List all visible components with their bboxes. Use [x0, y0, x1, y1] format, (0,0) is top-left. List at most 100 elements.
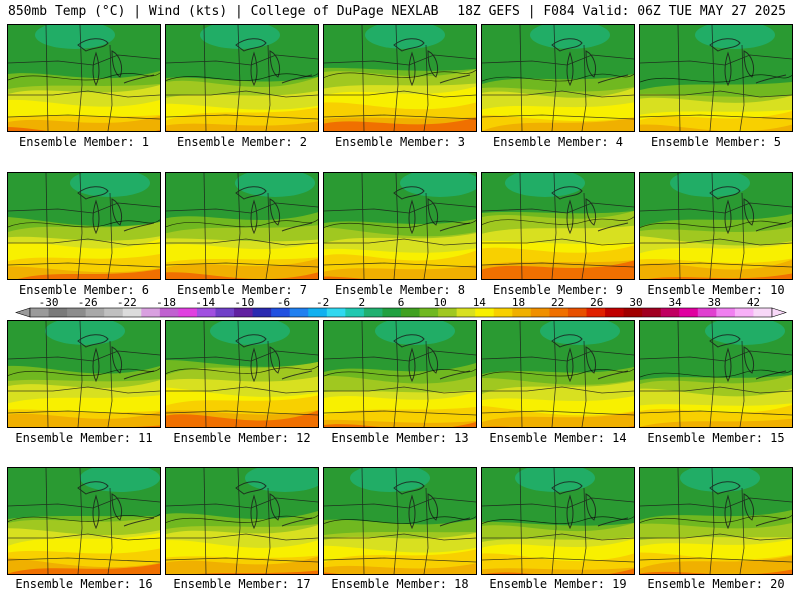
colorbar-swatch	[178, 308, 198, 317]
colorbar-swatch	[419, 308, 439, 317]
colorbar-swatch	[642, 308, 662, 317]
ensemble-member-label: Ensemble Member: 19	[489, 577, 627, 591]
colorbar-svg: -30 -26 -22 -18 -14 -10 -6 -2 2 6 10 14 18 22 26 30 34 38…	[15, 296, 787, 318]
colorbar-tick-label: 10	[434, 296, 447, 309]
ensemble-member-label: Ensemble Member: 5	[650, 135, 782, 149]
ensemble-member-map	[7, 172, 161, 280]
ensemble-member-map	[323, 320, 477, 428]
temperature-colorbar: -30 -26 -22 -18 -14 -10 -6 -2 2 6 10 14 18 22 26 30 34 38…	[14, 296, 788, 322]
ensemble-member-label: Ensemble Member: 16	[15, 577, 153, 591]
valid-time: 18Z GEFS | F084 Valid: 06Z TUE MAY 27 20…	[457, 4, 786, 19]
colorbar-swatch	[85, 308, 105, 317]
colorbar-swatch	[345, 308, 365, 317]
colorbar-tick-label: 22	[551, 296, 564, 309]
colorbar-swatch	[660, 308, 680, 317]
ensemble-member-label: Ensemble Member: 1	[18, 135, 150, 149]
ensemble-member-label: Ensemble Member: 10	[647, 283, 785, 297]
ensemble-member-map	[323, 467, 477, 575]
colorbar-swatch	[623, 308, 643, 317]
ensemble-member-map	[7, 24, 161, 132]
colorbar-tick-label: 34	[669, 296, 683, 309]
colorbar-swatch	[141, 308, 161, 317]
colorbar-swatch	[271, 308, 291, 317]
colorbar-swatch	[753, 308, 773, 317]
ensemble-member-label: Ensemble Member: 17	[173, 577, 311, 591]
colorbar-swatch	[438, 308, 458, 317]
ensemble-member-map	[165, 320, 319, 428]
ensemble-member-map	[7, 320, 161, 428]
ensemble-member-map	[639, 320, 793, 428]
ensemble-member-map	[639, 24, 793, 132]
colorbar-swatch	[697, 308, 717, 317]
colorbar-swatch	[308, 308, 328, 317]
ensemble-member-label: Ensemble Member: 9	[492, 283, 624, 297]
ensemble-member-label: Ensemble Member: 4	[492, 135, 624, 149]
ensemble-member-map	[7, 467, 161, 575]
colorbar-swatch	[456, 308, 476, 317]
colorbar-tick-label: 6	[398, 296, 405, 309]
colorbar-swatch	[48, 308, 68, 317]
colorbar-swatch	[734, 308, 754, 317]
colorbar-swatch	[122, 308, 142, 317]
ensemble-member-map	[323, 24, 477, 132]
ensemble-member-map	[165, 467, 319, 575]
product-title: 850mb Temp (°C) | Wind (kts) | College o…	[8, 4, 439, 19]
ensemble-member-label: Ensemble Member: 8	[334, 283, 466, 297]
ensemble-member-label: Ensemble Member: 18	[331, 577, 469, 591]
ensemble-member-map	[639, 467, 793, 575]
colorbar-swatch	[493, 308, 513, 317]
colorbar-swatch	[401, 308, 421, 317]
ensemble-member-map	[481, 320, 635, 428]
colorbar-swatch	[234, 308, 254, 317]
colorbar-swatch	[215, 308, 235, 317]
colorbar-swatch	[605, 308, 625, 317]
colorbar-swatch	[289, 308, 309, 317]
ensemble-member-label: Ensemble Member: 3	[334, 135, 466, 149]
colorbar-tick-label: 30	[629, 296, 642, 309]
ensemble-member-map	[323, 172, 477, 280]
colorbar-swatch	[679, 308, 699, 317]
colorbar-tick-label: -14	[195, 296, 215, 309]
ensemble-member-label: Ensemble Member: 15	[647, 431, 785, 445]
ensemble-member-label: Ensemble Member: 13	[331, 431, 469, 445]
colorbar-swatch	[67, 308, 87, 317]
colorbar-tick-label: -30	[39, 296, 59, 309]
ensemble-member-map	[165, 24, 319, 132]
colorbar-swatch	[30, 308, 50, 317]
ensemble-member-label: Ensemble Member: 20	[647, 577, 785, 591]
ensemble-member-label: Ensemble Member: 7	[176, 283, 308, 297]
colorbar-tick-label: -22	[117, 296, 137, 309]
ensemble-member-label: Ensemble Member: 2	[176, 135, 308, 149]
colorbar-tick-label: 26	[590, 296, 603, 309]
ensemble-member-map	[481, 467, 635, 575]
ensemble-member-map	[639, 172, 793, 280]
ensemble-member-label: Ensemble Member: 14	[489, 431, 627, 445]
colorbar-swatch	[716, 308, 736, 317]
colorbar-swatch	[549, 308, 569, 317]
colorbar-right-arrow	[771, 307, 787, 318]
ensemble-member-map	[481, 24, 635, 132]
colorbar-tick-label: 14	[473, 296, 487, 309]
colorbar-swatch	[363, 308, 383, 317]
colorbar-swatch	[104, 308, 124, 317]
colorbar-swatch	[530, 308, 550, 317]
ensemble-member-label: Ensemble Member: 6	[18, 283, 150, 297]
ensemble-member-map	[165, 172, 319, 280]
colorbar-swatch	[326, 308, 346, 317]
ensemble-member-label: Ensemble Member: 11	[15, 431, 153, 445]
colorbar-swatch	[382, 308, 402, 317]
colorbar-tick-label: 18	[512, 296, 525, 309]
ensemble-member-label: Ensemble Member: 12	[173, 431, 311, 445]
colorbar-swatch	[159, 308, 179, 317]
colorbar-swatch	[586, 308, 606, 317]
colorbar-swatch	[196, 308, 216, 317]
colorbar-tick-label: -26	[78, 296, 98, 309]
colorbar-left-arrow	[15, 307, 31, 318]
ensemble-member-map	[481, 172, 635, 280]
colorbar-tick-label: -10	[234, 296, 254, 309]
colorbar-tick-label: -18	[156, 296, 176, 309]
colorbar-tick-label: 2	[359, 296, 366, 309]
colorbar-tick-label: -2	[316, 296, 329, 309]
colorbar-tick-label: 38	[708, 296, 721, 309]
